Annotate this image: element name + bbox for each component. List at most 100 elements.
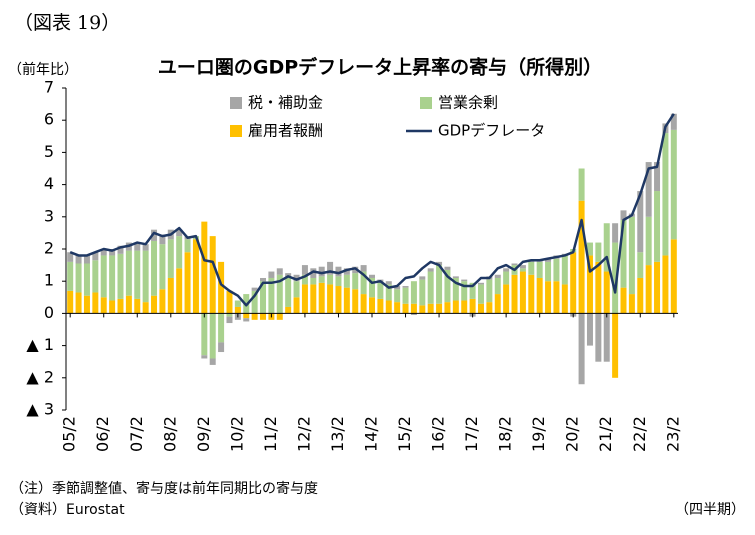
bar [268, 277, 275, 314]
bar [310, 277, 317, 285]
bar [67, 252, 74, 262]
bar [327, 284, 334, 314]
bar [125, 250, 132, 296]
bar [125, 295, 132, 314]
bar [511, 274, 518, 314]
bar [352, 266, 359, 274]
bar [519, 265, 526, 269]
bar [452, 277, 459, 301]
x-tick-label: 19/2 [529, 416, 548, 452]
bar [251, 287, 258, 291]
bar [92, 292, 99, 314]
bar [293, 297, 300, 314]
bar [251, 313, 258, 320]
bar [670, 129, 677, 240]
x-tick-label: 13/2 [328, 416, 347, 452]
y-tick-label: ▲ 3 [26, 400, 54, 419]
bar [662, 255, 669, 314]
bar [545, 281, 552, 314]
bar [595, 313, 602, 362]
bar [201, 313, 208, 356]
bar [469, 298, 476, 314]
bar [343, 268, 350, 275]
bar [176, 236, 183, 269]
source: （資料）Eurostat [10, 502, 125, 518]
x-tick-label: 07/2 [127, 416, 146, 452]
bar [469, 282, 476, 299]
bar [419, 279, 426, 306]
bar [100, 297, 107, 314]
bar [192, 239, 199, 314]
bar [234, 306, 241, 314]
bar [595, 261, 602, 314]
bar [142, 302, 149, 314]
bar [612, 223, 619, 243]
bar [436, 303, 443, 314]
bar [528, 261, 535, 275]
bar [553, 258, 560, 282]
bar [477, 282, 484, 285]
y-tick-label: 4 [44, 174, 54, 193]
bar [167, 277, 174, 314]
bar [654, 261, 661, 314]
bar [243, 313, 250, 319]
legend-swatch [230, 97, 242, 109]
bar [612, 313, 619, 378]
bar [553, 281, 560, 314]
x-tick-label: 16/2 [429, 416, 448, 452]
bar [436, 265, 443, 304]
y-tick-label: 2 [44, 239, 54, 258]
bar [452, 300, 459, 314]
y-tick-label: 1 [44, 271, 54, 290]
bar [318, 282, 325, 314]
bar [385, 284, 392, 301]
bar [327, 261, 334, 275]
bar [352, 273, 359, 290]
bar [603, 271, 610, 314]
bar [184, 252, 191, 314]
y-tick-label: ▲ 1 [26, 335, 54, 354]
bar [318, 266, 325, 277]
bar [184, 239, 191, 253]
bar [402, 303, 409, 314]
bar [494, 274, 501, 278]
bar [276, 268, 283, 275]
bar [75, 255, 82, 264]
chart-title: ユーロ圏のGDPデフレータ上昇率の寄与（所得別） [158, 56, 602, 79]
bar [251, 290, 258, 314]
bar [662, 133, 669, 256]
x-tick-label: 12/2 [294, 416, 313, 452]
bar [260, 277, 267, 282]
bar [670, 113, 677, 130]
bar [369, 274, 375, 278]
bar [561, 255, 568, 285]
bar [268, 271, 275, 278]
bar [477, 284, 484, 304]
bar [519, 268, 526, 272]
y-tick-label: 6 [44, 110, 54, 129]
line-series [69, 113, 675, 307]
y-tick-label: 5 [44, 142, 54, 161]
bar [394, 286, 401, 290]
bar [620, 287, 627, 314]
bar [343, 274, 350, 288]
bar [327, 274, 334, 285]
bar [117, 298, 124, 314]
legend-label: 雇用者報酬 [248, 122, 323, 140]
bar [402, 286, 409, 288]
bar [201, 355, 208, 359]
bar [335, 276, 342, 287]
bar [410, 313, 417, 316]
bar [310, 284, 317, 314]
bar [293, 274, 300, 282]
bar [100, 255, 107, 298]
y-tick-label: 3 [44, 206, 54, 225]
x-tick-label: 23/2 [663, 416, 682, 452]
bar [654, 162, 661, 192]
bar [436, 261, 443, 266]
bar [176, 229, 183, 237]
bar [654, 191, 661, 262]
bar [226, 290, 233, 314]
legend-label: 営業余剰 [438, 94, 498, 112]
bar [67, 261, 74, 291]
